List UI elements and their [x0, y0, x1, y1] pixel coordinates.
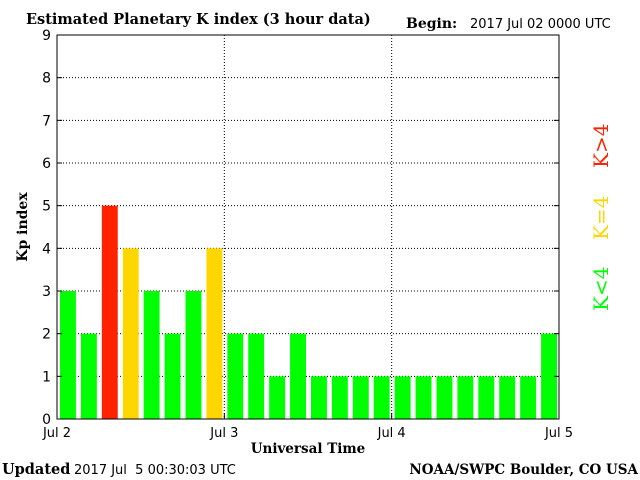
- kp-bar: [227, 333, 244, 419]
- y-tick-label: 1: [42, 369, 51, 385]
- kp-bar: [520, 376, 537, 419]
- kp-bar: [394, 376, 411, 419]
- kp-bar: [164, 333, 181, 419]
- y-axis-label: Kp index: [15, 192, 31, 262]
- kp-bar: [206, 248, 223, 419]
- chart-title: Estimated Planetary K index (3 hour data…: [26, 11, 371, 28]
- y-tick-label: 5: [42, 199, 51, 215]
- x-axis-label: Universal Time: [251, 441, 366, 457]
- y-tick-label: 4: [42, 241, 51, 257]
- kp-bar: [436, 376, 453, 419]
- kp-bar: [185, 291, 202, 419]
- kp-bar: [373, 376, 390, 419]
- y-tick-label: 3: [42, 284, 51, 300]
- y-tick-label: 9: [42, 28, 51, 44]
- plot-frame: [56, 34, 560, 420]
- kp-bar: [311, 376, 327, 419]
- updated-label: Updated: [2, 461, 70, 478]
- kp-bar: [143, 291, 160, 419]
- y-tick-label: 2: [42, 327, 51, 343]
- legend-above: K>4: [589, 124, 613, 168]
- y-tick-label: 6: [42, 156, 51, 172]
- kp-bar: [80, 333, 97, 419]
- y-tick-label: 0: [42, 412, 51, 428]
- grid-lines: [57, 35, 559, 419]
- kp-bar: [331, 376, 348, 419]
- kp-bar: [415, 376, 432, 419]
- kp-bar: [290, 333, 306, 419]
- kp-bar: [122, 248, 139, 419]
- begin-label: Begin:: [406, 16, 457, 32]
- kp-bar: [269, 376, 286, 419]
- kp-bar: [541, 333, 557, 419]
- x-tick-label: Jul 4: [377, 426, 406, 441]
- kp-bar: [499, 376, 516, 419]
- y-axis-ticks: 0 1 2 3 4 5 6 7 8 9: [42, 28, 559, 428]
- x-tick-label: Jul 2: [42, 426, 71, 441]
- legend-equal: K=4: [589, 196, 613, 240]
- kp-bar: [457, 376, 474, 419]
- kp-bar: [101, 205, 118, 419]
- updated-value: 2017 Jul 5 00:30:03 UTC: [74, 463, 236, 478]
- kp-bar: [248, 333, 265, 419]
- x-tick-label: Jul 3: [209, 426, 238, 441]
- begin-value: 2017 Jul 02 0000 UTC: [470, 17, 611, 32]
- kp-bar: [352, 376, 369, 419]
- x-tick-label: Jul 5: [544, 426, 573, 441]
- bars: [60, 205, 557, 419]
- x-axis-ticks: Jul 2 Jul 3 Jul 4 Jul 5: [42, 413, 573, 441]
- kp-bar: [60, 291, 76, 419]
- y-tick-label: 8: [42, 71, 51, 87]
- kp-bar: [478, 376, 495, 419]
- legend-below: K<4: [589, 267, 613, 311]
- y-tick-label: 7: [42, 113, 51, 129]
- source-credit: NOAA/SWPC Boulder, CO USA: [409, 462, 638, 478]
